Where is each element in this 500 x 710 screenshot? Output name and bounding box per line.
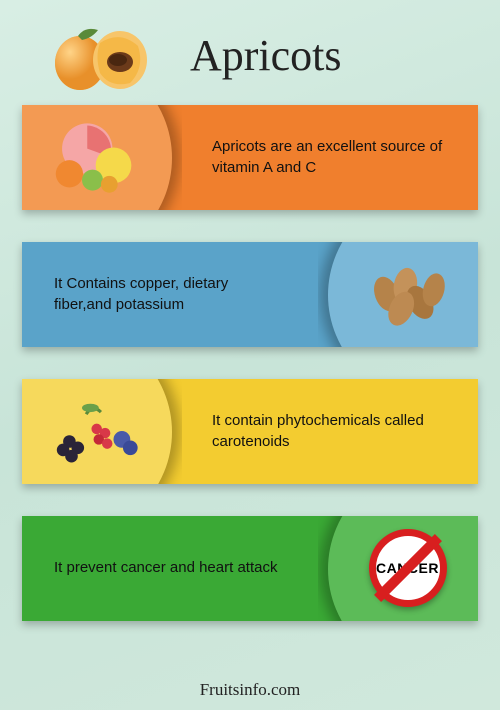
card-text: It contain phytochemicals called caroten… bbox=[200, 411, 464, 452]
berries-icon bbox=[40, 390, 145, 472]
info-card: CANCER It prevent cancer and heart attac… bbox=[22, 516, 478, 621]
citrus-icon bbox=[40, 116, 145, 198]
almonds-icon bbox=[355, 253, 460, 335]
apricot-icon bbox=[50, 18, 160, 93]
info-card: Apricots are an excellent source of vita… bbox=[22, 105, 478, 210]
card-text: Apricots are an excellent source of vita… bbox=[200, 137, 464, 178]
card-text: It Contains copper, dietary fiber,and po… bbox=[42, 274, 300, 315]
page-title: Apricots bbox=[190, 30, 342, 81]
sign-label: CANCER bbox=[376, 560, 439, 576]
info-card: It Contains copper, dietary fiber,and po… bbox=[22, 242, 478, 347]
header: Apricots bbox=[0, 0, 500, 105]
footer-attribution: Fruitsinfo.com bbox=[0, 672, 500, 710]
info-card: It contain phytochemicals called caroten… bbox=[22, 379, 478, 484]
card-text: It prevent cancer and heart attack bbox=[42, 558, 289, 578]
cards-container: Apricots are an excellent source of vita… bbox=[0, 105, 500, 621]
no-cancer-icon: CANCER bbox=[355, 527, 460, 609]
